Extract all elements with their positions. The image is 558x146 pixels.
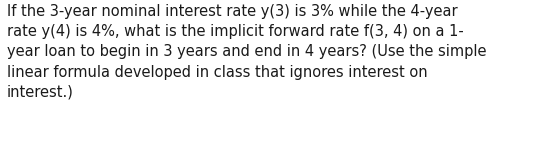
Text: If the 3-year nominal interest rate y(3) is 3% while the 4-year
rate y(4) is 4%,: If the 3-year nominal interest rate y(3)…	[7, 4, 486, 100]
